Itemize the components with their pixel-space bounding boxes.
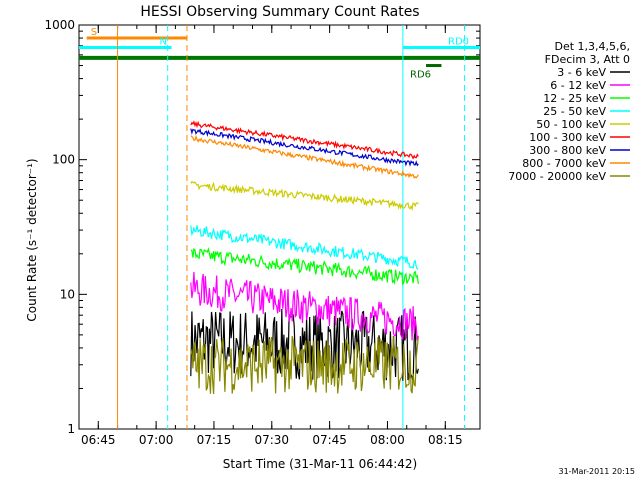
legend-label: 50 - 100 keV	[536, 118, 606, 131]
legend-label: 300 - 800 keV	[529, 144, 606, 157]
legend-label: 7000 - 20000 keV	[508, 170, 606, 183]
y-tick-label: 100	[52, 153, 75, 167]
legend-header: FDecim 3, Att 0	[545, 53, 630, 66]
series-line	[190, 128, 419, 167]
x-tick-label: 06:45	[81, 433, 116, 447]
x-axis-label: Start Time (31-Mar-11 06:44:42)	[223, 457, 417, 471]
timestamp: 31-Mar-2011 20:15	[559, 467, 636, 476]
y-tick-label: 1000	[44, 18, 75, 32]
legend-label: 12 - 25 keV	[543, 92, 606, 105]
x-tick-label: 07:45	[312, 433, 347, 447]
x-tick-label: 08:00	[370, 433, 405, 447]
annotation-label: N	[160, 37, 167, 48]
series-line	[190, 225, 419, 270]
y-tick-label: 10	[60, 287, 75, 301]
annotation-label: RD0	[448, 37, 469, 48]
plot-area: 1 10 100 1000 06:45 07:00 07:15 07:30 07:45 08:00…	[44, 18, 481, 447]
series-line	[190, 180, 419, 212]
x-tick-label: 07:15	[197, 433, 232, 447]
legend: Det 1,3,4,5,6,FDecim 3, Att 03 - 6 keV6 …	[508, 40, 630, 183]
x-tick-label: 08:15	[428, 433, 463, 447]
legend-header: Det 1,3,4,5,6,	[554, 40, 630, 53]
legend-label: 25 - 50 keV	[543, 105, 606, 118]
x-tick-label: 07:30	[254, 433, 289, 447]
y-axis-label: Count Rate (s⁻¹ detector⁻¹)	[25, 158, 39, 321]
chart-title: HESSI Observing Summary Count Rates	[140, 4, 419, 20]
x-tick-label: 07:00	[139, 433, 174, 447]
annotation-label: RD6	[410, 70, 431, 81]
series-line	[190, 134, 419, 179]
series-line	[190, 246, 419, 286]
plot-frame	[78, 24, 481, 430]
y-tick-label: 1	[67, 422, 75, 436]
legend-label: 100 - 300 keV	[529, 131, 606, 144]
annotation-label: S	[91, 27, 97, 38]
series-line	[190, 120, 419, 160]
legend-label: 3 - 6 keV	[557, 66, 606, 79]
series-line	[190, 271, 419, 341]
legend-label: 6 - 12 keV	[550, 79, 606, 92]
series-line	[190, 336, 419, 395]
legend-label: 800 - 7000 keV	[522, 157, 606, 170]
